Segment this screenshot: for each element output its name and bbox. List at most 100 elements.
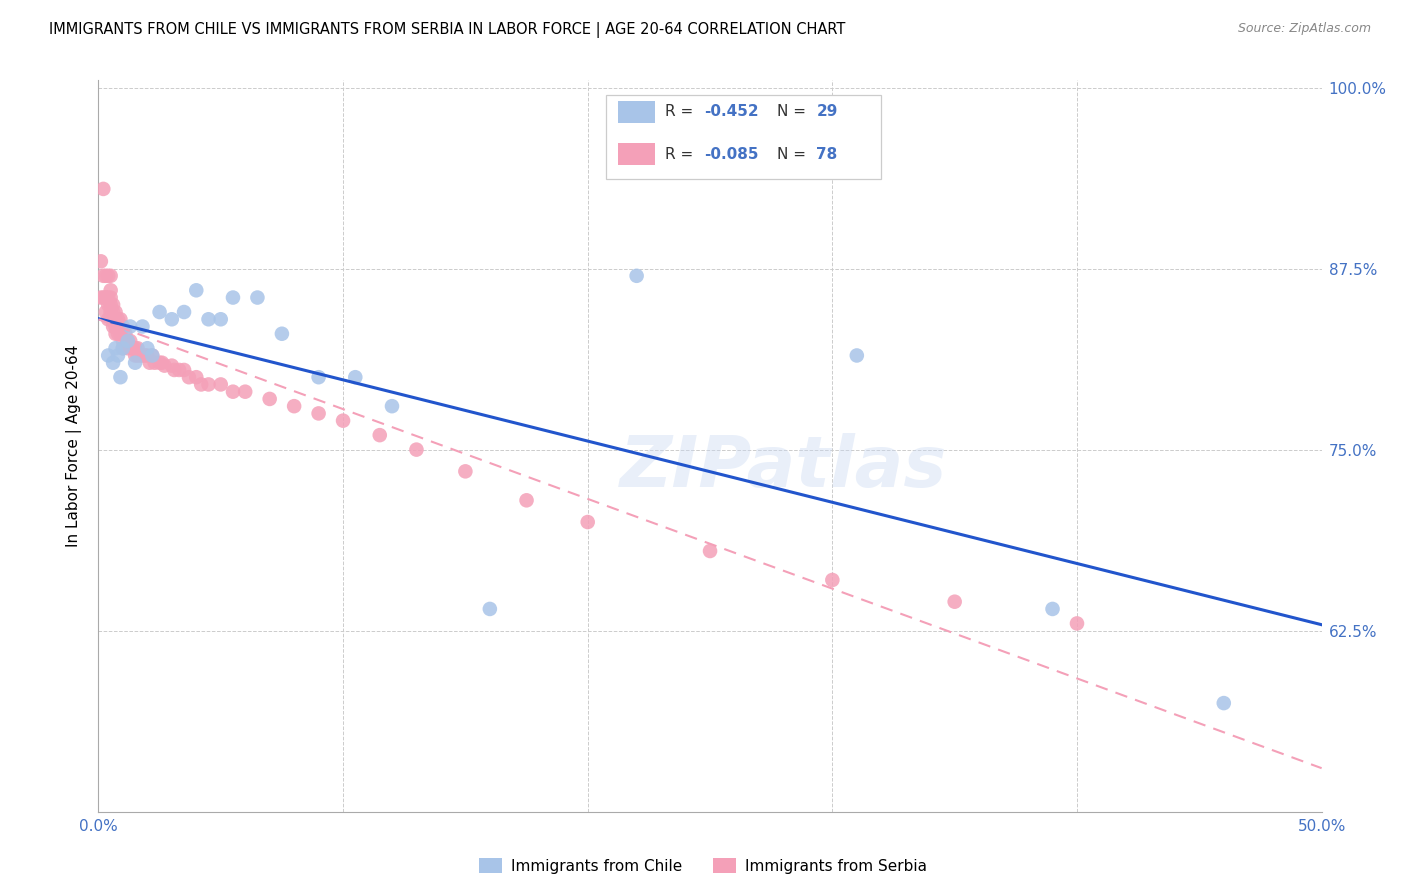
Point bbox=[117, 334, 139, 348]
Point bbox=[209, 377, 232, 392]
Text: R =: R = bbox=[665, 146, 697, 161]
Point bbox=[129, 349, 152, 363]
Point bbox=[167, 363, 190, 377]
Point bbox=[478, 602, 501, 616]
Point bbox=[117, 341, 139, 355]
Point bbox=[97, 298, 120, 312]
Point bbox=[368, 428, 391, 442]
Point bbox=[100, 291, 122, 305]
Point bbox=[160, 312, 183, 326]
Point bbox=[149, 305, 172, 319]
Point bbox=[124, 349, 146, 363]
Point bbox=[283, 399, 305, 413]
Point bbox=[308, 370, 330, 384]
Point bbox=[107, 312, 129, 326]
Point bbox=[97, 291, 120, 305]
Point bbox=[110, 319, 132, 334]
Text: 29: 29 bbox=[817, 104, 838, 120]
Point bbox=[101, 305, 124, 319]
Point bbox=[110, 312, 132, 326]
Point bbox=[110, 326, 132, 341]
Y-axis label: In Labor Force | Age 20-64: In Labor Force | Age 20-64 bbox=[66, 345, 83, 547]
Point bbox=[222, 291, 245, 305]
Point bbox=[1212, 696, 1234, 710]
Point bbox=[104, 312, 127, 326]
Point bbox=[626, 268, 648, 283]
Point bbox=[233, 384, 256, 399]
Point bbox=[94, 291, 117, 305]
Bar bbox=[619, 144, 655, 165]
Text: 78: 78 bbox=[817, 146, 838, 161]
Point bbox=[131, 319, 153, 334]
Point bbox=[308, 406, 330, 420]
Point bbox=[127, 341, 149, 355]
Point bbox=[111, 334, 134, 348]
Point bbox=[344, 370, 367, 384]
Text: -0.085: -0.085 bbox=[704, 146, 758, 161]
Point bbox=[821, 573, 844, 587]
Point bbox=[270, 326, 294, 341]
Point bbox=[111, 341, 134, 355]
Point bbox=[190, 377, 212, 392]
Point bbox=[110, 370, 132, 384]
Point bbox=[90, 291, 112, 305]
Point bbox=[90, 254, 112, 268]
Point bbox=[127, 349, 149, 363]
Point bbox=[100, 305, 122, 319]
Bar bbox=[606, 95, 882, 179]
Point bbox=[94, 305, 117, 319]
Point bbox=[515, 493, 537, 508]
Point bbox=[104, 341, 127, 355]
Point bbox=[160, 359, 183, 373]
Point bbox=[104, 305, 127, 319]
Point bbox=[101, 312, 124, 326]
Point bbox=[259, 392, 281, 406]
Point bbox=[246, 291, 269, 305]
Point bbox=[114, 326, 136, 341]
Point bbox=[139, 356, 162, 370]
Point bbox=[101, 298, 124, 312]
Text: N =: N = bbox=[778, 146, 811, 161]
Point bbox=[141, 349, 163, 363]
Point bbox=[150, 356, 173, 370]
Point bbox=[120, 334, 142, 348]
Point bbox=[153, 359, 176, 373]
Text: IMMIGRANTS FROM CHILE VS IMMIGRANTS FROM SERBIA IN LABOR FORCE | AGE 20-64 CORRE: IMMIGRANTS FROM CHILE VS IMMIGRANTS FROM… bbox=[49, 22, 845, 38]
Point bbox=[97, 312, 120, 326]
Point bbox=[332, 414, 354, 428]
Point bbox=[197, 377, 219, 392]
Point bbox=[405, 442, 427, 457]
Point bbox=[1042, 602, 1064, 616]
Point bbox=[91, 182, 114, 196]
Text: -0.452: -0.452 bbox=[704, 104, 759, 120]
Text: ZIPatlas: ZIPatlas bbox=[620, 434, 948, 502]
Point bbox=[91, 291, 114, 305]
Bar bbox=[619, 101, 655, 123]
Point bbox=[121, 341, 143, 355]
Point bbox=[100, 298, 122, 312]
Point bbox=[136, 341, 159, 355]
Point bbox=[97, 349, 120, 363]
Point bbox=[107, 349, 129, 363]
Point bbox=[104, 326, 127, 341]
Point bbox=[149, 356, 172, 370]
Point bbox=[124, 341, 146, 355]
Point bbox=[1066, 616, 1088, 631]
Point bbox=[107, 319, 129, 334]
Point bbox=[117, 334, 139, 348]
Text: R =: R = bbox=[665, 104, 697, 120]
Point bbox=[136, 349, 159, 363]
Point bbox=[124, 356, 146, 370]
Point bbox=[94, 291, 117, 305]
Point bbox=[100, 283, 122, 297]
Point bbox=[100, 268, 122, 283]
Point bbox=[101, 319, 124, 334]
Point bbox=[104, 319, 127, 334]
Point bbox=[173, 363, 195, 377]
Point bbox=[209, 312, 232, 326]
Point bbox=[454, 464, 477, 478]
Point bbox=[163, 363, 186, 377]
Point bbox=[91, 268, 114, 283]
Point bbox=[111, 341, 134, 355]
Point bbox=[943, 595, 966, 609]
